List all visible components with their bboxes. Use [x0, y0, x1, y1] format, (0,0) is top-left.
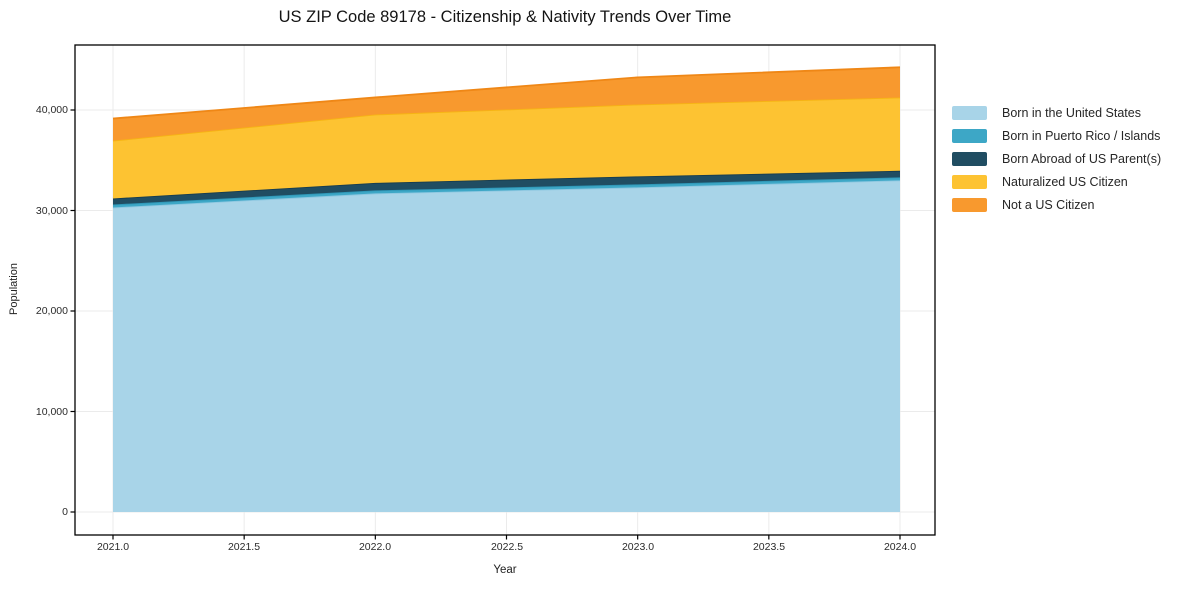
legend-item: Born Abroad of US Parent(s)	[952, 152, 1161, 166]
legend-swatch-born-abroad	[952, 152, 987, 166]
x-axis-label: Year	[493, 564, 517, 576]
legend-swatch-born-pr	[952, 129, 987, 143]
area-series-2	[113, 170, 900, 205]
y-tick-label: 30,000	[35, 205, 68, 217]
x-tick-label: 2024.0	[883, 541, 917, 553]
area-series-1	[113, 177, 900, 208]
legend-swatch-born-us	[952, 106, 987, 120]
plot-border	[74, 44, 936, 536]
legend-swatch-not-citizen	[952, 198, 987, 212]
axes-and-ticks	[70, 44, 936, 540]
legend-label: Born in the United States	[1002, 106, 1141, 120]
legend-label: Born in Puerto Rico / Islands	[1002, 129, 1161, 143]
y-tick-label: 10,000	[35, 406, 68, 418]
legend-swatch-naturalized	[952, 175, 987, 189]
y-tick-label: 0	[62, 506, 68, 518]
x-tick-label: 2021.5	[227, 541, 261, 553]
legend-item: Not a US Citizen	[952, 198, 1161, 212]
x-tick-label: 2023.0	[621, 541, 655, 553]
legend-item: Born in Puerto Rico / Islands	[952, 129, 1161, 143]
chart-title: US ZIP Code 89178 - Citizenship & Nativi…	[278, 8, 732, 26]
y-axis-label: Population	[8, 263, 20, 315]
x-tick-label: 2021.0	[96, 541, 130, 553]
area-series-0	[113, 180, 900, 512]
legend-item: Born in the United States	[952, 106, 1161, 120]
area-edge-series-4	[112, 66, 901, 120]
stacked-areas	[112, 66, 901, 512]
x-tick-label: 2023.5	[752, 541, 786, 553]
y-tick-label: 40,000	[35, 104, 68, 116]
legend: Born in the United States Born in Puerto…	[952, 106, 1161, 212]
legend-label: Not a US Citizen	[1002, 198, 1095, 212]
legend-item: Naturalized US Citizen	[952, 175, 1161, 189]
x-tick-label: 2022.0	[358, 541, 392, 553]
x-tick-label: 2022.5	[490, 541, 524, 553]
legend-label: Born Abroad of US Parent(s)	[1002, 152, 1162, 166]
area-series-4	[113, 67, 900, 141]
y-tick-label: 20,000	[35, 305, 68, 317]
legend-label: Naturalized US Citizen	[1002, 175, 1128, 189]
area-series-3	[113, 97, 900, 199]
